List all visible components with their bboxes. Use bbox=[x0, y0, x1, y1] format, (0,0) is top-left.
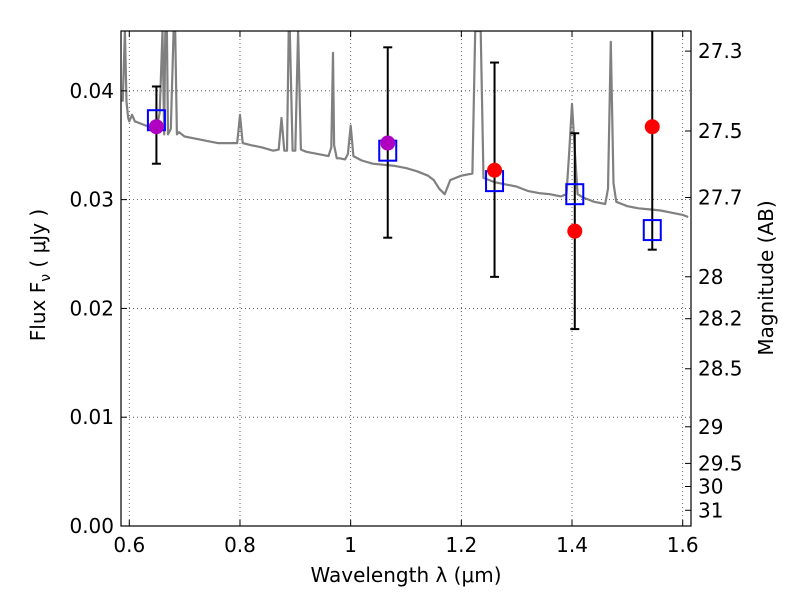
observed-point bbox=[380, 135, 396, 151]
x-tick-label: 0.6 bbox=[113, 533, 145, 557]
y2-axis-label: Magnitude (AB) bbox=[754, 200, 778, 355]
y2-tick-label: 29.5 bbox=[698, 451, 743, 475]
grid bbox=[121, 31, 691, 526]
y2-tick-label: 30 bbox=[698, 475, 723, 499]
y2-tick-label: 28.5 bbox=[698, 357, 743, 381]
y2-tick-label: 27.5 bbox=[698, 119, 743, 143]
observed-point bbox=[487, 162, 503, 178]
y2-tick-label: 31 bbox=[698, 498, 723, 522]
y-axis-label: Flux Fν ( μJy ) bbox=[26, 209, 54, 341]
y2-tick-label: 28 bbox=[698, 265, 723, 289]
y2-tick-label: 27.7 bbox=[698, 185, 743, 209]
y-tick-label: 0.00 bbox=[69, 514, 114, 538]
observed-point bbox=[644, 119, 660, 135]
y-tick-label: 0.03 bbox=[69, 188, 114, 212]
x-tick-label: 1.6 bbox=[667, 533, 699, 557]
model-spectrum bbox=[121, 31, 689, 219]
y-axis-label-main: Flux F bbox=[26, 282, 50, 341]
spectrum-line bbox=[121, 31, 689, 219]
y-tick-label: 0.01 bbox=[69, 405, 114, 429]
observed-points bbox=[148, 119, 660, 239]
model-photometry-points bbox=[146, 109, 662, 242]
y-axis-label-sub: ν bbox=[38, 274, 54, 282]
y-tick-label: 0.02 bbox=[69, 296, 114, 320]
x-tick-label: 0.8 bbox=[224, 533, 256, 557]
y2-tick-label: 27.3 bbox=[698, 39, 743, 63]
y-axis-ticks: 0.00 0.01 0.02 0.03 0.04 bbox=[69, 79, 127, 538]
x-tick-label: 1.2 bbox=[445, 533, 477, 557]
y2-tick-label: 29 bbox=[698, 415, 723, 439]
x-axis-ticks: 0.6 0.8 1 1.2 1.4 1.6 bbox=[113, 31, 699, 557]
y-tick-label: 0.04 bbox=[69, 79, 114, 103]
plot-frame bbox=[120, 30, 692, 527]
model-photometry-square bbox=[642, 219, 662, 242]
error-bars bbox=[151, 31, 657, 331]
y-axis-label-unit: ( μJy ) bbox=[26, 209, 50, 274]
x-tick-label: 1.4 bbox=[556, 533, 588, 557]
y2-tick-label: 28.2 bbox=[698, 307, 743, 331]
x-tick-label: 1 bbox=[344, 533, 357, 557]
x-axis-label: Wavelength λ (μm) bbox=[310, 563, 501, 587]
observed-point bbox=[567, 223, 583, 239]
model-photometry-square bbox=[565, 183, 585, 206]
observed-point bbox=[148, 119, 164, 135]
